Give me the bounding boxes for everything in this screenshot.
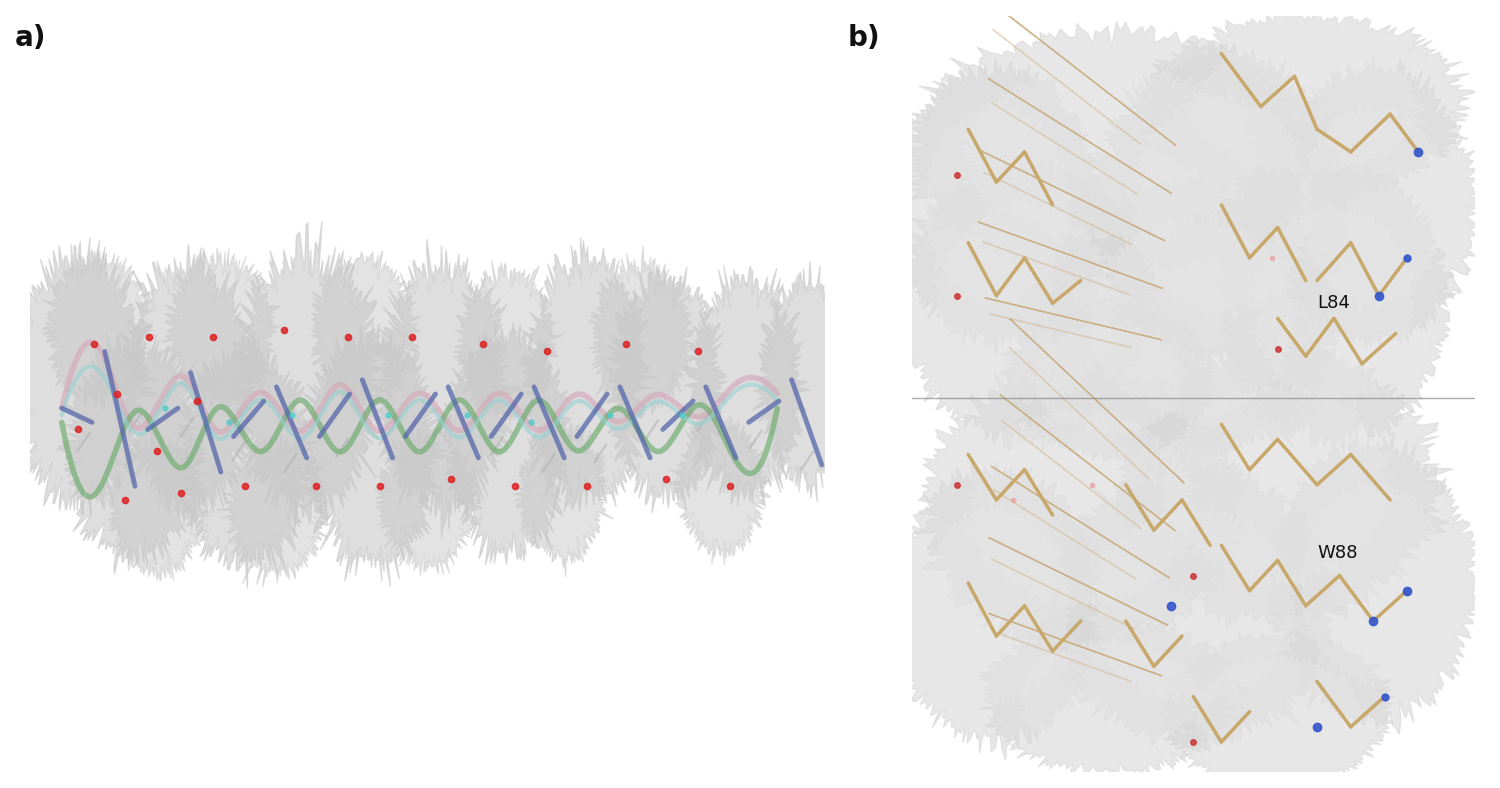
Polygon shape bbox=[1214, 153, 1456, 455]
Polygon shape bbox=[1294, 103, 1452, 310]
Polygon shape bbox=[1042, 171, 1348, 472]
Polygon shape bbox=[1089, 216, 1300, 424]
Polygon shape bbox=[960, 54, 1257, 250]
Polygon shape bbox=[1156, 630, 1395, 788]
Polygon shape bbox=[999, 296, 1221, 461]
Polygon shape bbox=[588, 246, 694, 419]
Polygon shape bbox=[990, 314, 1131, 348]
Polygon shape bbox=[1245, 200, 1416, 410]
Polygon shape bbox=[982, 242, 1131, 295]
Polygon shape bbox=[1042, 451, 1348, 751]
Polygon shape bbox=[986, 298, 1162, 340]
Polygon shape bbox=[216, 433, 328, 587]
Polygon shape bbox=[104, 422, 210, 582]
Polygon shape bbox=[992, 2, 1176, 146]
Polygon shape bbox=[1002, 420, 1142, 529]
Polygon shape bbox=[1014, 639, 1203, 755]
Polygon shape bbox=[0, 238, 159, 518]
Polygon shape bbox=[231, 221, 392, 537]
Polygon shape bbox=[57, 333, 208, 574]
Polygon shape bbox=[885, 57, 1110, 357]
Polygon shape bbox=[992, 466, 1170, 578]
Polygon shape bbox=[1088, 500, 1298, 707]
Polygon shape bbox=[680, 265, 810, 507]
Polygon shape bbox=[606, 265, 729, 513]
Polygon shape bbox=[963, 404, 1198, 611]
Polygon shape bbox=[988, 613, 1162, 676]
Polygon shape bbox=[519, 237, 657, 522]
Polygon shape bbox=[1260, 431, 1488, 734]
Polygon shape bbox=[374, 239, 520, 537]
Polygon shape bbox=[1084, 40, 1352, 369]
Polygon shape bbox=[992, 102, 1138, 195]
Polygon shape bbox=[920, 102, 1074, 303]
Polygon shape bbox=[1128, 6, 1478, 206]
Polygon shape bbox=[1110, 336, 1454, 631]
Polygon shape bbox=[513, 418, 613, 577]
Polygon shape bbox=[668, 409, 771, 564]
Polygon shape bbox=[980, 151, 1166, 241]
Polygon shape bbox=[753, 261, 867, 502]
Polygon shape bbox=[992, 631, 1131, 682]
Polygon shape bbox=[310, 251, 420, 413]
Polygon shape bbox=[978, 222, 1162, 288]
Polygon shape bbox=[1160, 385, 1398, 589]
Polygon shape bbox=[42, 251, 158, 410]
Text: a): a) bbox=[15, 24, 46, 52]
Polygon shape bbox=[896, 21, 1320, 289]
Polygon shape bbox=[114, 244, 267, 531]
Polygon shape bbox=[993, 489, 1136, 579]
Polygon shape bbox=[988, 537, 1168, 626]
Text: L84: L84 bbox=[1317, 294, 1350, 312]
Polygon shape bbox=[440, 322, 578, 565]
Polygon shape bbox=[891, 152, 1158, 451]
Polygon shape bbox=[1010, 348, 1149, 479]
Polygon shape bbox=[453, 260, 562, 426]
Text: W88: W88 bbox=[1317, 544, 1358, 562]
Polygon shape bbox=[162, 247, 280, 414]
Polygon shape bbox=[1126, 84, 1316, 322]
Text: b): b) bbox=[847, 24, 880, 52]
Polygon shape bbox=[978, 615, 1245, 781]
Polygon shape bbox=[993, 29, 1140, 144]
Polygon shape bbox=[885, 459, 1106, 760]
Polygon shape bbox=[932, 199, 1122, 407]
Polygon shape bbox=[171, 338, 322, 589]
Polygon shape bbox=[1032, 322, 1187, 439]
Polygon shape bbox=[1188, 36, 1428, 174]
Polygon shape bbox=[1192, 655, 1365, 768]
Polygon shape bbox=[992, 559, 1136, 630]
Polygon shape bbox=[1010, 318, 1185, 483]
Polygon shape bbox=[294, 322, 447, 586]
Polygon shape bbox=[374, 428, 482, 575]
Polygon shape bbox=[921, 494, 1076, 712]
Polygon shape bbox=[1298, 481, 1450, 687]
Polygon shape bbox=[910, 361, 1248, 654]
Polygon shape bbox=[1000, 395, 1176, 531]
Polygon shape bbox=[988, 79, 1172, 194]
Polygon shape bbox=[1263, 57, 1480, 350]
Polygon shape bbox=[984, 172, 1132, 244]
